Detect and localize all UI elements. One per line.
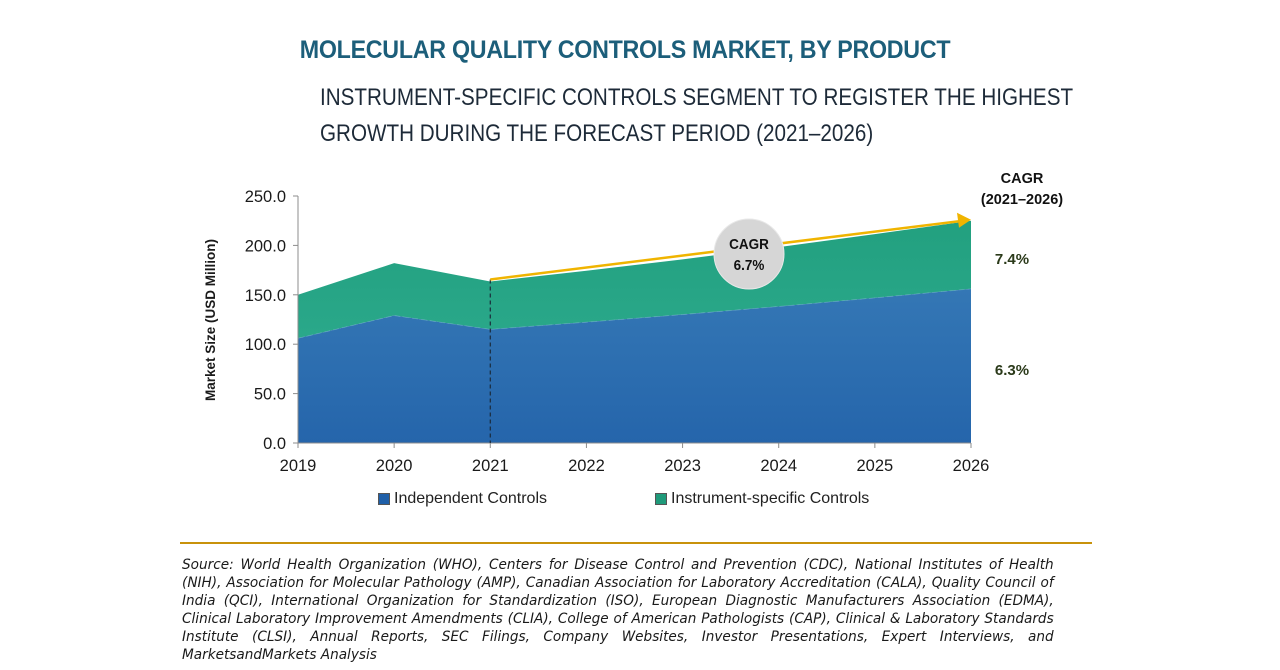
y-tick-label: 150.0 [245, 287, 286, 305]
cagr-header-period: (2021–2026) [981, 192, 1063, 208]
area-instrument-specific-controls [298, 220, 971, 339]
legend-label-instrument-specific: Instrument-specific Controls [671, 490, 870, 507]
x-tick-label: 2023 [664, 457, 701, 475]
cagr-instrument-specific-value: 7.4% [995, 251, 1029, 268]
legend-swatch-instrument-specific [655, 493, 667, 505]
y-tick-label: 100.0 [245, 336, 286, 354]
legend-label-independent: Independent Controls [394, 490, 547, 507]
y-tick-label: 50.0 [254, 386, 286, 404]
y-tick-label: 200.0 [245, 237, 286, 255]
cagr-bubble-label: CAGR [729, 236, 769, 253]
subtitle-line-1: INSTRUMENT-SPECIFIC CONTROLS SEGMENT TO … [320, 84, 1074, 111]
x-tick-label: 2020 [376, 457, 413, 475]
source-note: Source: World Health Organization (WHO),… [182, 557, 1054, 663]
x-tick-label: 2021 [472, 457, 509, 475]
legend-item-independent: Independent Controls [378, 490, 547, 508]
area-independent-controls [298, 288, 971, 443]
legend-swatch-independent [378, 493, 390, 505]
x-tick-label: 2026 [953, 457, 990, 475]
cagr-bubble [713, 218, 785, 290]
y-axis-label: Market Size (USD Million) [203, 239, 218, 401]
x-tick-label: 2025 [856, 457, 893, 475]
cagr-header-label: CAGR [1001, 171, 1044, 187]
y-tick-label: 0.0 [263, 435, 286, 453]
footer-divider [180, 542, 1092, 544]
x-tick-label: 2019 [280, 457, 317, 475]
x-tick-label: 2022 [568, 457, 605, 475]
chart-title: MOLECULAR QUALITY CONTROLS MARKET, BY PR… [299, 36, 951, 64]
subtitle-line-2: GROWTH DURING THE FORECAST PERIOD (2021–… [320, 120, 874, 147]
cagr-independent-value: 6.3% [995, 362, 1029, 379]
legend-item-instrument-specific: Instrument-specific Controls [655, 490, 869, 508]
chart-subtitle: INSTRUMENT-SPECIFIC CONTROLS SEGMENT TO … [320, 80, 1073, 152]
cagr-bubble-value: 6.7% [734, 257, 765, 274]
y-tick-label: 250.0 [245, 188, 286, 206]
x-tick-label: 2024 [760, 457, 797, 475]
cagr-arrow-head [957, 212, 971, 228]
